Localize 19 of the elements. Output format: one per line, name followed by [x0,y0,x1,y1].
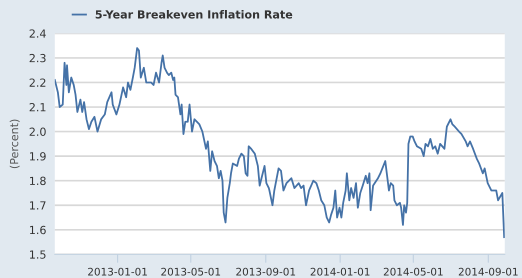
y-tick-label: 2.1 [30,103,46,112]
y-tick-label: 1.5 [30,250,46,259]
y-axis-title: (Percent) [10,120,20,168]
x-tick-label: 2014-05-01 [384,268,443,276]
line-series [54,47,505,238]
x-tick-label: 2013-01-01 [88,268,147,276]
x-tick-label: 2013-05-01 [161,268,220,276]
y-tick-label: 2.0 [30,128,46,136]
y-tick-label: 1.7 [30,201,46,210]
x-tick-label: 2014-09-01 [458,268,518,276]
y-tick-label: 2.4 [30,29,46,38]
y-tick-label: 2.3 [30,54,46,62]
legend-label: 5-Year Breakeven Inflation Rate [96,10,292,19]
x-tick-label: 2013-09-01 [236,268,296,276]
y-tick-label: 2.2 [30,78,46,87]
y-tick-label: 1.6 [30,226,46,234]
y-tick-label: 1.8 [30,176,46,186]
y-tick-label: 1.9 [30,152,46,161]
x-tick-label: 2014-01-01 [310,268,370,276]
